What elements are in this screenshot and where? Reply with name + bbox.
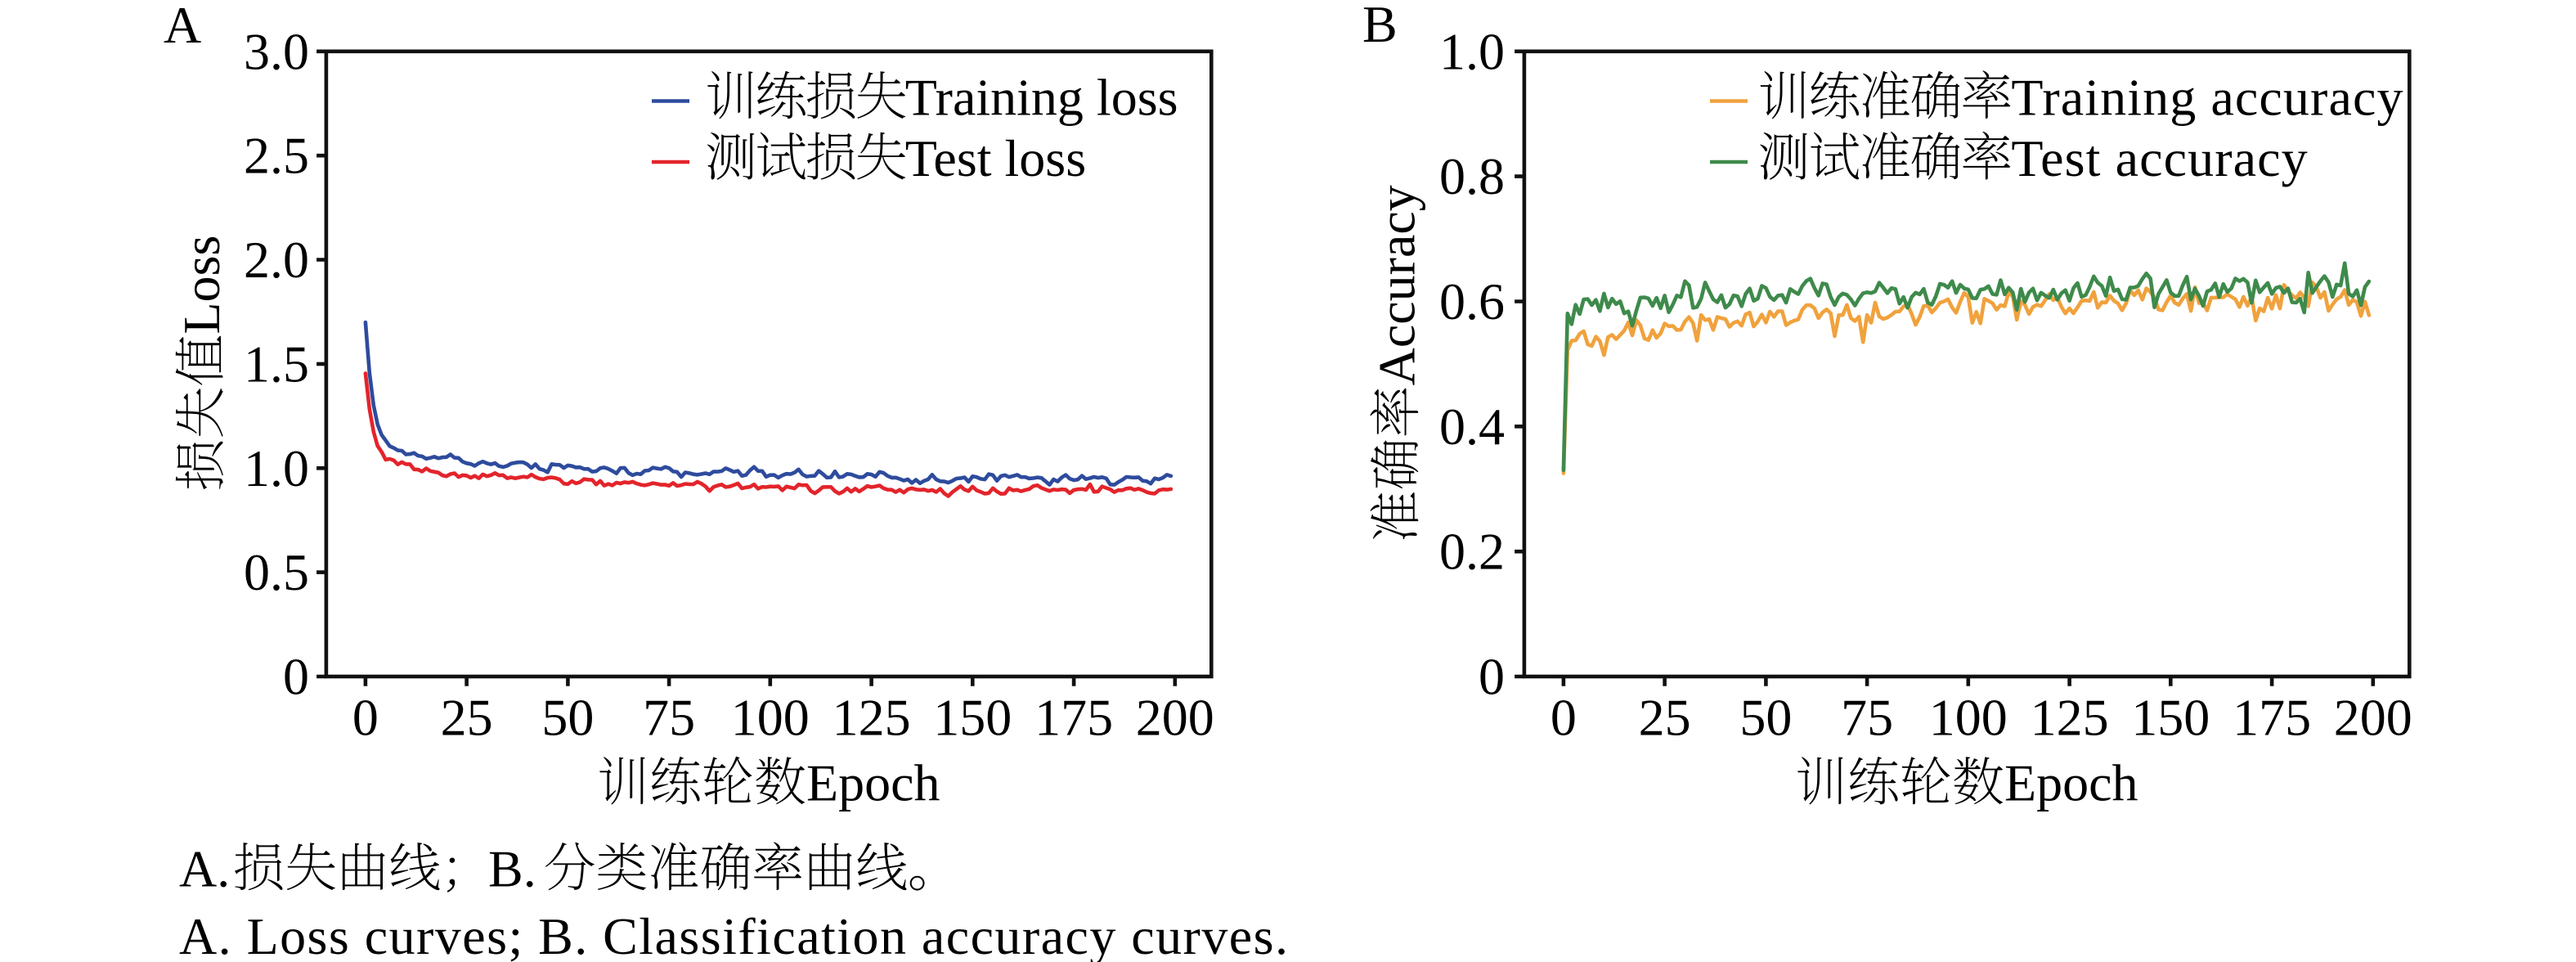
svg-text:B.: B. bbox=[488, 839, 536, 897]
svg-text:50: 50 bbox=[1739, 689, 1792, 747]
svg-text:Training accuracy: Training accuracy bbox=[2011, 68, 2403, 126]
svg-text:2.5: 2.5 bbox=[244, 127, 309, 185]
svg-text:A.: A. bbox=[179, 839, 230, 897]
svg-text:3.0: 3.0 bbox=[244, 22, 309, 80]
svg-text:Epoch: Epoch bbox=[806, 754, 940, 812]
svg-text:Test accuracy: Test accuracy bbox=[2011, 129, 2308, 187]
svg-text:0.2: 0.2 bbox=[1439, 523, 1505, 581]
svg-text:0: 0 bbox=[1479, 648, 1505, 706]
svg-text:75: 75 bbox=[1841, 689, 1893, 747]
svg-text:1.0: 1.0 bbox=[1439, 22, 1505, 80]
svg-text:Loss: Loss bbox=[173, 236, 231, 335]
svg-text:A. Loss curves; B. Classificat: A. Loss curves; B. Classification accura… bbox=[179, 907, 1289, 962]
svg-text:B: B bbox=[1362, 0, 1398, 53]
svg-text:100: 100 bbox=[731, 689, 810, 747]
svg-text:75: 75 bbox=[643, 689, 695, 747]
svg-text:150: 150 bbox=[933, 689, 1012, 747]
svg-text:25: 25 bbox=[1639, 689, 1691, 747]
svg-text:Test loss: Test loss bbox=[905, 129, 1086, 187]
svg-text:0: 0 bbox=[1551, 689, 1577, 747]
svg-text:200: 200 bbox=[1136, 689, 1214, 747]
svg-text:150: 150 bbox=[2131, 689, 2210, 747]
svg-text:200: 200 bbox=[2334, 689, 2412, 747]
svg-text:Accuracy: Accuracy bbox=[1368, 185, 1426, 385]
svg-text:0.6: 0.6 bbox=[1439, 272, 1505, 330]
svg-text:1.5: 1.5 bbox=[244, 335, 309, 393]
svg-text:2.0: 2.0 bbox=[244, 231, 309, 289]
svg-text:175: 175 bbox=[2233, 689, 2311, 747]
svg-text:100: 100 bbox=[1929, 689, 2008, 747]
svg-text:50: 50 bbox=[541, 689, 594, 747]
svg-text:0.4: 0.4 bbox=[1439, 398, 1505, 456]
svg-text:A: A bbox=[164, 0, 201, 54]
svg-text:125: 125 bbox=[832, 689, 911, 747]
svg-text:Training loss: Training loss bbox=[905, 68, 1178, 126]
svg-text:0: 0 bbox=[352, 689, 379, 747]
svg-text:1.0: 1.0 bbox=[244, 439, 309, 497]
svg-text:0.8: 0.8 bbox=[1439, 147, 1505, 205]
svg-text:25: 25 bbox=[441, 689, 493, 747]
svg-text:Epoch: Epoch bbox=[2004, 754, 2138, 812]
svg-text:125: 125 bbox=[2031, 689, 2109, 747]
svg-text:0.5: 0.5 bbox=[244, 543, 309, 601]
svg-text:0: 0 bbox=[283, 648, 309, 706]
svg-text:175: 175 bbox=[1034, 689, 1113, 747]
